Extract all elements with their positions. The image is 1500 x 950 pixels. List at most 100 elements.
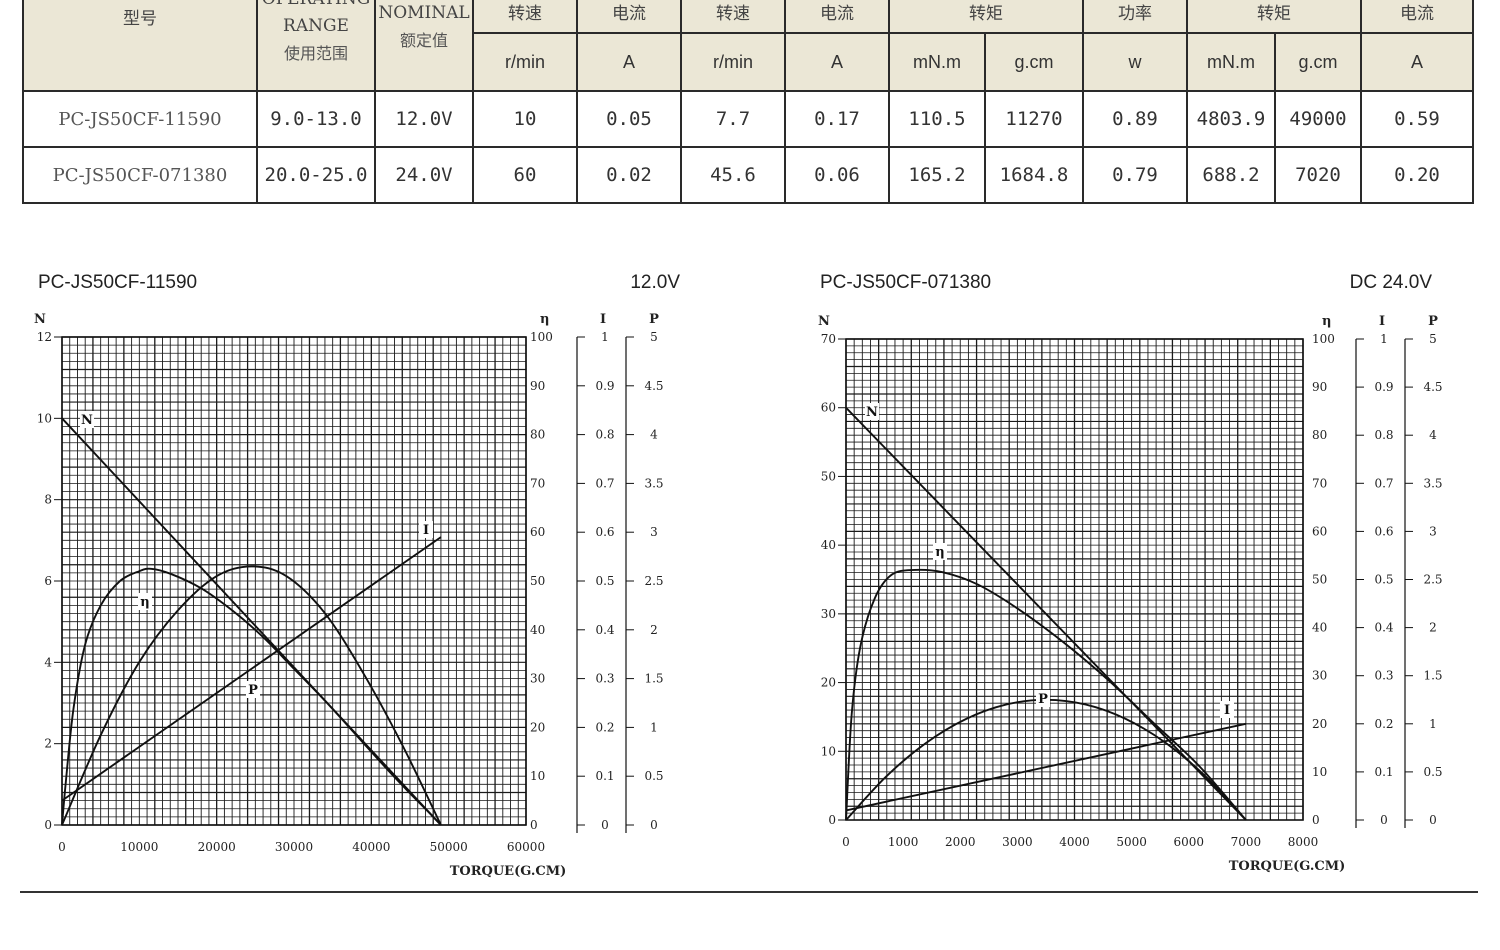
n-axis-tick-label: 6 — [44, 574, 52, 588]
table-cell: 0.05 — [576, 90, 682, 148]
p-axis-tick-label: 2 — [1429, 621, 1437, 635]
p-axis-tick-label: 3 — [650, 525, 658, 539]
x-axis-tick-label: 60000 — [507, 840, 545, 854]
unit-cell: A — [784, 32, 890, 92]
i-axis-tick-label: 1 — [1380, 332, 1388, 346]
eta-axis-tick-label: 20 — [1312, 717, 1327, 731]
eta-axis-tick-label: 0 — [1312, 813, 1320, 827]
table-cell: 12.0V — [374, 90, 474, 148]
unit-cell: A — [1360, 32, 1474, 92]
operating-range-header: OPERATING RANGE 使用范围 — [256, 0, 376, 92]
table-cell: 0.06 — [784, 146, 890, 204]
series-curve-n — [845, 407, 1247, 821]
eta-axis-tick-label: 60 — [530, 525, 545, 539]
curve-label: I — [1224, 703, 1230, 718]
curve-label: P — [1038, 692, 1048, 707]
unit-cell: r/min — [472, 32, 578, 92]
table-cell: PC-JS50CF-071380 — [22, 146, 258, 204]
table-row: PC-JS50CF-11590 9.0-13.0 12.0V 10 0.05 7… — [22, 90, 1474, 148]
x-axis-tick-label: 10000 — [120, 840, 158, 854]
n-axis-tick-label: 70 — [821, 332, 836, 346]
p-axis-tick-label: 0.5 — [644, 769, 663, 783]
p-axis-tick-label: 4 — [650, 428, 658, 442]
curve-label-bg — [138, 593, 152, 610]
table-cell: 20.0-25.0 — [256, 146, 376, 204]
n-axis-tick-label: 0 — [828, 813, 836, 827]
table-cell: 165.2 — [888, 146, 986, 204]
p-axis-tick-label: 3 — [1429, 524, 1437, 538]
axis-label-eta: η — [540, 312, 549, 327]
table-cell: 7020 — [1274, 146, 1362, 204]
axis-label-n: N — [34, 312, 46, 327]
table-row: PC-JS50CF-071380 20.0-25.0 24.0V 60 0.02… — [22, 146, 1474, 204]
i-axis-tick-label: 0.9 — [1374, 380, 1393, 394]
table-cell: 11270 — [984, 90, 1084, 148]
x-axis-tick-label: 3000 — [1002, 835, 1033, 849]
curve-label-bg — [933, 543, 947, 560]
x-axis-tick-label: 4000 — [1059, 835, 1090, 849]
i-axis-tick-label: 0.6 — [1374, 524, 1393, 538]
x-axis-title: TORQUE(G.CM) — [450, 864, 567, 879]
i-axis-tick-label: 0.8 — [1374, 428, 1393, 442]
table-cell: 110.5 — [888, 90, 986, 148]
unit-cell: w — [1082, 32, 1188, 92]
table-header-row-2: r/min A r/min A mN.m g.cm w mN.m g.cm A — [23, 32, 1474, 92]
i-axis-tick-label: 0.5 — [595, 574, 614, 588]
table-cell: 49000 — [1274, 90, 1362, 148]
eta-axis-tick-label: 100 — [530, 330, 553, 344]
n-axis-tick-label: 60 — [821, 401, 836, 415]
x-axis-tick-label: 8000 — [1288, 835, 1319, 849]
eta-axis-tick-label: 10 — [1312, 765, 1327, 779]
p-axis-tick-label: 3.5 — [1423, 476, 1442, 490]
i-axis-tick-label: 0.7 — [1374, 476, 1393, 490]
i-axis-tick-label: 0.5 — [1374, 573, 1393, 587]
curve-label: N — [81, 413, 93, 428]
nominal-header: NOMINAL 额定值 — [374, 0, 474, 92]
eta-axis-tick-label: 30 — [530, 672, 545, 686]
chart-title: PC-JS50CF-071380 — [820, 272, 991, 293]
n-axis-tick-label: 8 — [44, 493, 52, 507]
unit-cell: mN.m — [888, 32, 986, 92]
p-axis-tick-label: 1.5 — [1423, 669, 1442, 683]
n-axis-tick-label: 10 — [821, 744, 836, 758]
x-axis-tick-label: 6000 — [1173, 835, 1204, 849]
eta-axis-tick-label: 40 — [1312, 621, 1327, 635]
group-header: 电流 — [1360, 0, 1474, 34]
group-header: 功率 — [1082, 0, 1188, 34]
i-axis-tick-label: 0 — [1380, 813, 1388, 827]
i-axis-tick-label: 0.9 — [595, 379, 614, 393]
eta-axis-tick-label: 60 — [1312, 524, 1327, 538]
p-axis-tick-label: 2.5 — [644, 574, 663, 588]
p-axis-tick-label: 3.5 — [644, 476, 663, 490]
operating-range-en-2: RANGE — [283, 16, 349, 36]
i-axis-tick-label: 0.8 — [595, 428, 614, 442]
curve-label-bg — [80, 411, 94, 428]
i-axis-tick-label: 0.1 — [595, 769, 614, 783]
table-cell: 10 — [472, 90, 578, 148]
curve-label-bg — [246, 681, 260, 698]
table-cell: 7.7 — [680, 90, 786, 148]
group-header: 电流 — [576, 0, 682, 34]
series-curve-eta — [845, 568, 1247, 821]
p-axis-tick-label: 1.5 — [644, 672, 663, 686]
p-axis-tick-label: 0 — [650, 818, 658, 832]
n-axis-tick-label: 10 — [37, 411, 52, 425]
i-axis-tick-label: 0.3 — [595, 672, 614, 686]
i-axis-tick-label: 0.4 — [595, 623, 614, 637]
axis-label-eta: η — [1322, 314, 1331, 329]
table-cell: 688.2 — [1186, 146, 1276, 204]
p-axis-tick-label: 1 — [1429, 717, 1437, 731]
series-curve-i — [61, 536, 442, 802]
table-cell: 1684.8 — [984, 146, 1084, 204]
eta-axis-tick-label: 50 — [530, 574, 545, 588]
table-cell: 0.02 — [576, 146, 682, 204]
spec-table: 型号 OPERATING RANGE 使用范围 NOMINAL 额定值 转速 电… — [22, 0, 1474, 204]
eta-axis-tick-label: 40 — [530, 623, 545, 637]
operating-range-cn: 使用范围 — [283, 44, 348, 63]
model-header: 型号 — [22, 0, 258, 92]
table-cell: 0.79 — [1082, 146, 1188, 204]
table-cell: 60 — [472, 146, 578, 204]
p-axis-tick-label: 5 — [1429, 332, 1437, 346]
table-cell: 0.89 — [1082, 90, 1188, 148]
